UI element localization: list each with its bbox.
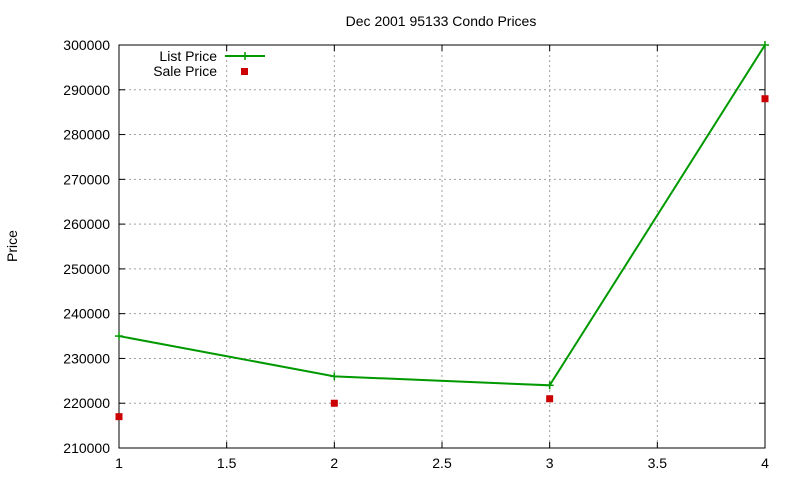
list-price-line [118, 44, 766, 387]
y-tick-label: 270000 [63, 171, 110, 187]
y-tick-labels: 210000 220000 230000 240000 250000 260000 2700… [63, 37, 110, 456]
y-tick-label: 300000 [63, 37, 110, 53]
x-tick-label: 2.5 [432, 455, 452, 471]
legend-marker-list-price [241, 52, 249, 60]
y-tick-label: 280000 [63, 127, 110, 143]
chart-title: Dec 2001 95133 Condo Prices [346, 13, 537, 29]
sale-price-point [115, 413, 123, 421]
list-price-point [115, 332, 123, 341]
sale-price-point [761, 95, 769, 103]
legend-label-sale-price: Sale Price [153, 63, 217, 79]
grid-lines [118, 44, 766, 449]
sale-price-point [330, 399, 338, 407]
list-price-point [330, 372, 339, 381]
x-tick-label: 2 [330, 455, 338, 471]
sale-price-point [546, 395, 554, 403]
x-tick-label: 3 [546, 455, 554, 471]
y-tick-label: 230000 [63, 350, 110, 366]
axis-ticks [118, 44, 766, 449]
x-tick-label: 1.5 [217, 455, 237, 471]
legend: List Price Sale Price [153, 48, 265, 79]
series-layer [115, 41, 769, 421]
y-tick-label: 250000 [63, 261, 110, 277]
legend-marker-sale-price [241, 68, 248, 75]
y-axis-label: Price [4, 230, 20, 262]
list-price-point [761, 41, 769, 49]
legend-label-list-price: List Price [159, 48, 217, 64]
y-tick-label: 240000 [63, 306, 110, 322]
y-tick-label: 290000 [63, 82, 110, 98]
x-tick-label: 4 [761, 455, 769, 471]
x-tick-label: 1 [115, 455, 123, 471]
y-tick-label: 210000 [63, 440, 110, 456]
x-tick-labels: 1 1.5 2 2.5 3 3.5 4 [115, 455, 769, 471]
list-price-point [545, 381, 554, 390]
x-tick-label: 3.5 [648, 455, 668, 471]
y-tick-label: 220000 [63, 395, 110, 411]
y-tick-label: 260000 [63, 216, 110, 232]
